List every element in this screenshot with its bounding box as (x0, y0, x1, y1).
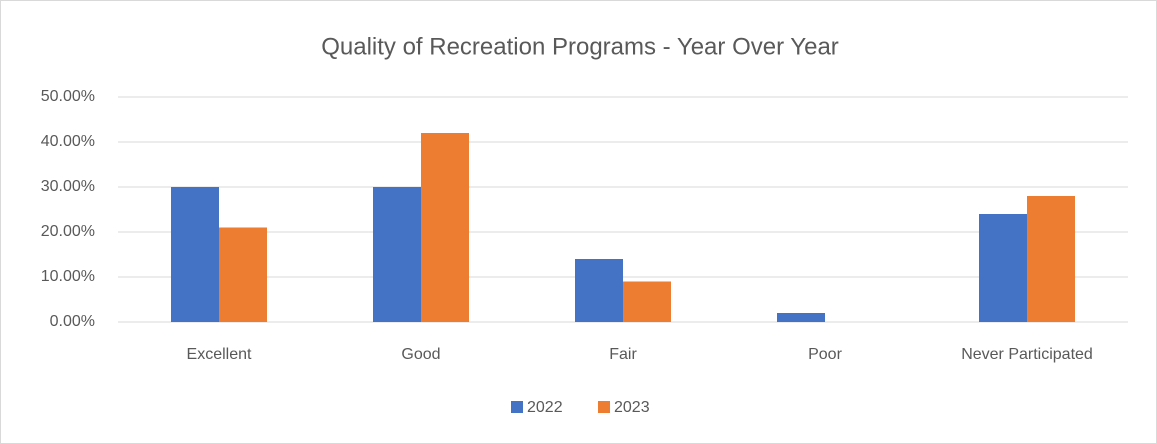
legend-swatch (511, 401, 523, 413)
y-tick-label: 10.00% (41, 268, 95, 285)
x-tick-label: Poor (808, 346, 842, 363)
y-tick-label: 20.00% (41, 223, 95, 240)
chart-title: Quality of Recreation Programs - Year Ov… (321, 33, 839, 60)
x-tick-label: Excellent (187, 346, 252, 363)
bar (623, 281, 671, 322)
x-tick-label: Never Participated (961, 346, 1093, 363)
y-tick-label: 40.00% (41, 133, 95, 150)
legend-swatch (598, 401, 610, 413)
bar (171, 187, 219, 322)
bar (1027, 196, 1075, 322)
y-tick-label: 30.00% (41, 178, 95, 195)
bar (219, 227, 267, 322)
bar (373, 187, 421, 322)
y-tick-label: 50.00% (41, 88, 95, 105)
bar (421, 133, 469, 322)
x-tick-label: Fair (609, 346, 637, 363)
legend-label: 2023 (614, 399, 650, 416)
bar (777, 313, 825, 322)
y-tick-label: 0.00% (50, 313, 95, 330)
bar (575, 259, 623, 322)
bar (979, 214, 1027, 322)
x-tick-label: Good (401, 346, 440, 363)
legend-label: 2022 (527, 399, 563, 416)
